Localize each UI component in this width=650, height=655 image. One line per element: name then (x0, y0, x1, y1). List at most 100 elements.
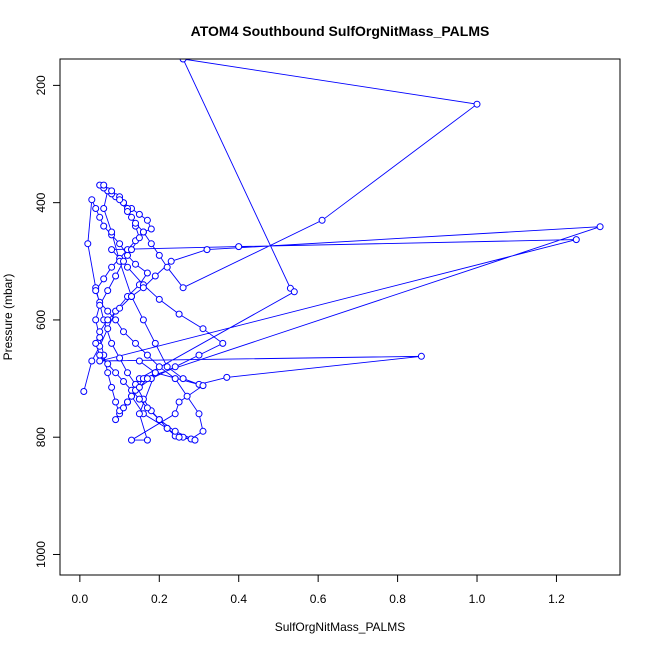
data-point (124, 251, 131, 259)
data-point (195, 410, 203, 418)
data-point (143, 375, 151, 383)
x-tick-label: 1.2 (548, 592, 565, 606)
x-tick-label: 0.8 (389, 592, 406, 606)
data-point (143, 216, 151, 224)
data-point (112, 369, 120, 377)
data-point (100, 222, 108, 230)
data-point (108, 383, 116, 391)
data-point (112, 416, 120, 424)
y-axis: 200 400 600 800 1000 (34, 75, 60, 568)
data-point (195, 351, 203, 359)
y-tick-label: 600 (34, 310, 48, 330)
data-point (104, 360, 112, 368)
data-point (147, 240, 155, 248)
data-point (88, 357, 96, 365)
chart-title: ATOM4 Southbound SulfOrgNitMass_PALMS (191, 23, 490, 39)
data-point (92, 205, 100, 212)
data-point (179, 284, 187, 292)
data-point (104, 325, 112, 333)
data-point (135, 410, 143, 418)
data-point (108, 187, 116, 195)
data-point (84, 240, 92, 248)
x-tick-label: 1.0 (469, 592, 486, 606)
data-point (120, 404, 127, 412)
plot-frame (59, 58, 621, 576)
x-axis: 0.0 0.2 0.4 0.6 0.8 1.0 1.2 (72, 575, 565, 606)
data-point (203, 246, 211, 254)
data-point (155, 295, 163, 303)
data-point (112, 398, 120, 406)
data-point (171, 410, 179, 418)
y-axis-label: Pressure (mbar) (1, 274, 15, 361)
data-point (104, 316, 112, 324)
data-point (163, 424, 171, 432)
data-point (80, 388, 88, 395)
data-point (124, 263, 131, 271)
data-point (318, 216, 326, 224)
data-point (128, 392, 135, 400)
data-point (155, 251, 163, 259)
data-point (135, 234, 143, 242)
data-point (175, 433, 183, 441)
data-point (92, 287, 100, 295)
data-point (135, 357, 143, 365)
data-point (128, 246, 135, 254)
data-point (179, 59, 187, 63)
data-point (92, 316, 100, 324)
data-point (135, 383, 143, 391)
data-point (219, 339, 227, 347)
data-point (132, 339, 139, 347)
data-point (167, 257, 175, 265)
data-point (96, 213, 104, 221)
x-tick-label: 0.6 (310, 592, 327, 606)
data-point (163, 263, 171, 271)
data-point (124, 398, 131, 406)
data-point (88, 196, 96, 204)
data-point (171, 363, 179, 371)
data-point (290, 288, 298, 296)
data-point (572, 236, 580, 244)
data-point (155, 363, 163, 371)
data-point (104, 307, 112, 315)
data-point (175, 310, 183, 318)
data-point (116, 354, 124, 362)
data-point (128, 293, 135, 300)
data-point (199, 427, 207, 435)
data-point (92, 339, 100, 347)
data-point (124, 369, 131, 377)
data-point (112, 272, 120, 280)
x-tick-label: 0.4 (230, 592, 247, 606)
data-point (100, 181, 108, 189)
data-point (104, 369, 112, 377)
data-point (128, 436, 135, 444)
data-point (135, 395, 143, 403)
data-point (139, 316, 147, 324)
x-tick-label: 0.2 (151, 592, 168, 606)
data-point (128, 213, 135, 221)
data-point (104, 287, 112, 295)
data-point (100, 205, 108, 212)
data-point (132, 219, 139, 227)
data-point (473, 100, 481, 108)
data-point (116, 240, 124, 248)
data-point (112, 316, 120, 324)
data-point (417, 352, 425, 360)
data-point (175, 398, 183, 406)
y-tick-label: 1000 (34, 541, 48, 568)
data-point (116, 196, 124, 204)
data-point (143, 351, 151, 359)
data-point (108, 228, 116, 236)
data-point (151, 339, 159, 347)
y-tick-label: 800 (34, 427, 48, 447)
data-point (223, 373, 231, 381)
data-point (96, 301, 104, 309)
data-point (96, 328, 104, 336)
data-point (108, 263, 116, 271)
data-point (120, 328, 127, 336)
data-point (96, 357, 104, 365)
x-axis-label: SulfOrgNitMass_PALMS (275, 620, 405, 634)
data-point (179, 375, 187, 383)
